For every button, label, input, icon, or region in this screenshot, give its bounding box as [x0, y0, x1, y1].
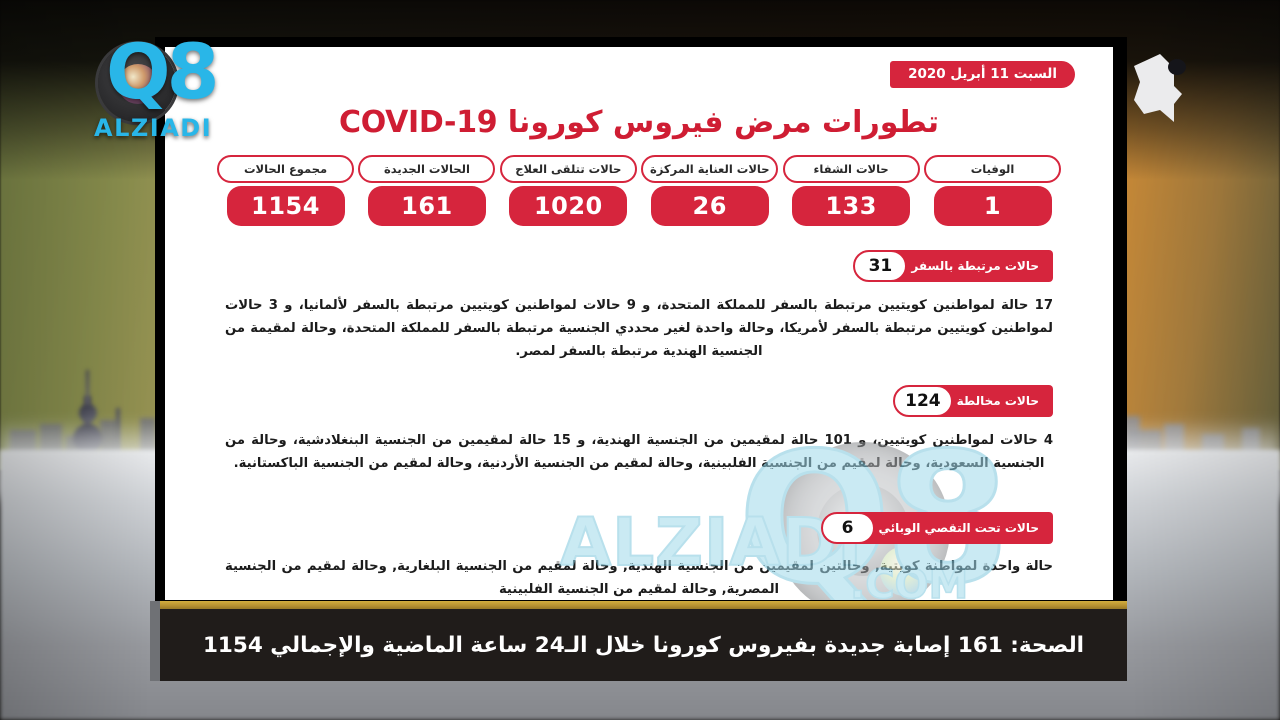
- stat-card-deaths: الوفيات 1: [924, 155, 1061, 226]
- stat-value: 133: [792, 186, 911, 226]
- section-body-contact: 4 حالات لمواطنين كويتيين، و 101 حالة لمق…: [225, 433, 1054, 472]
- stat-card-new: الحالات الجديدة 161: [358, 155, 496, 226]
- section-badge-label: حالات مرتبطة بالسفر: [885, 250, 1053, 282]
- stat-value: 1154: [226, 186, 345, 226]
- news-ticker-text: الصحة: 161 إصابة جديدة بفيروس كورونا خلا…: [202, 632, 1085, 658]
- stat-card-under-treatment: حالات تتلقى العلاج 1020: [499, 155, 637, 226]
- section-body-travel: 17 حالة لمواطنين كويتيين مرتبطة بالسفر ل…: [225, 298, 1053, 360]
- ticker-left-cap: [150, 601, 160, 681]
- stat-label: حالات العناية المركزة: [641, 155, 779, 183]
- section-badge-investigation: حالات تحت التقصي الوبائي 6: [820, 512, 1053, 544]
- section-body-investigation: حالة واحدة لمواطنة كويتية, وحالتين لمقيم…: [225, 559, 1053, 598]
- date-badge: السبت 11 أبريل 2020: [890, 61, 1075, 88]
- stat-label: الحالات الجديدة: [358, 155, 496, 183]
- kuwait-tower-spire: [86, 370, 89, 404]
- stat-label: حالات الشفاء: [782, 155, 920, 183]
- stat-card-recovered: حالات الشفاء 133: [782, 155, 920, 226]
- section-badge-value: 31: [853, 250, 908, 282]
- stat-label: الوفيات: [924, 155, 1061, 183]
- stat-value: 1020: [509, 186, 628, 226]
- stats-row: مجموع الحالات 1154 الحالات الجديدة 161 ح…: [217, 155, 1061, 226]
- covid-report-card: السبت 11 أبريل 2020 تطورات مرض فيروس كور…: [165, 47, 1113, 600]
- ticker-gold-bar: [160, 601, 1127, 609]
- stat-value: 1: [933, 186, 1052, 226]
- corner-graphic-icon: [1130, 52, 1200, 127]
- section-badge-contact: حالات مخالطة 124: [893, 385, 1053, 417]
- kuwait-tower-sphere-small: [79, 404, 97, 422]
- stat-label: حالات تتلقى العلاج: [499, 155, 637, 183]
- camera-lens-icon: [98, 44, 176, 122]
- channel-logo-name: ALZIADI: [94, 114, 213, 142]
- section-badge-value: 6: [820, 512, 875, 544]
- corner-graphic-svg: [1134, 54, 1186, 122]
- section-badge-value: 124: [893, 385, 953, 417]
- stat-card-icu: حالات العناية المركزة 26: [641, 155, 779, 226]
- news-ticker: الصحة: 161 إصابة جديدة بفيروس كورونا خلا…: [160, 609, 1127, 681]
- section-badge-label: حالات مخالطة: [930, 385, 1053, 417]
- stat-value: 161: [367, 186, 486, 226]
- page-title: تطورات مرض فيروس كورونا COVID-19: [338, 105, 940, 140]
- stat-card-total: مجموع الحالات 1154: [217, 155, 355, 226]
- stat-label: مجموع الحالات: [217, 155, 355, 183]
- camera-lens-glass: [118, 64, 158, 104]
- channel-logo-mark: Q8: [106, 27, 219, 116]
- channel-logo: Q8 ALZIADI: [92, 34, 219, 146]
- section-badge-label: حالات تحت التقصي الوبائي: [852, 512, 1053, 544]
- section-badge-travel: حالات مرتبطة بالسفر 31: [853, 250, 1053, 282]
- stat-value: 26: [650, 186, 769, 226]
